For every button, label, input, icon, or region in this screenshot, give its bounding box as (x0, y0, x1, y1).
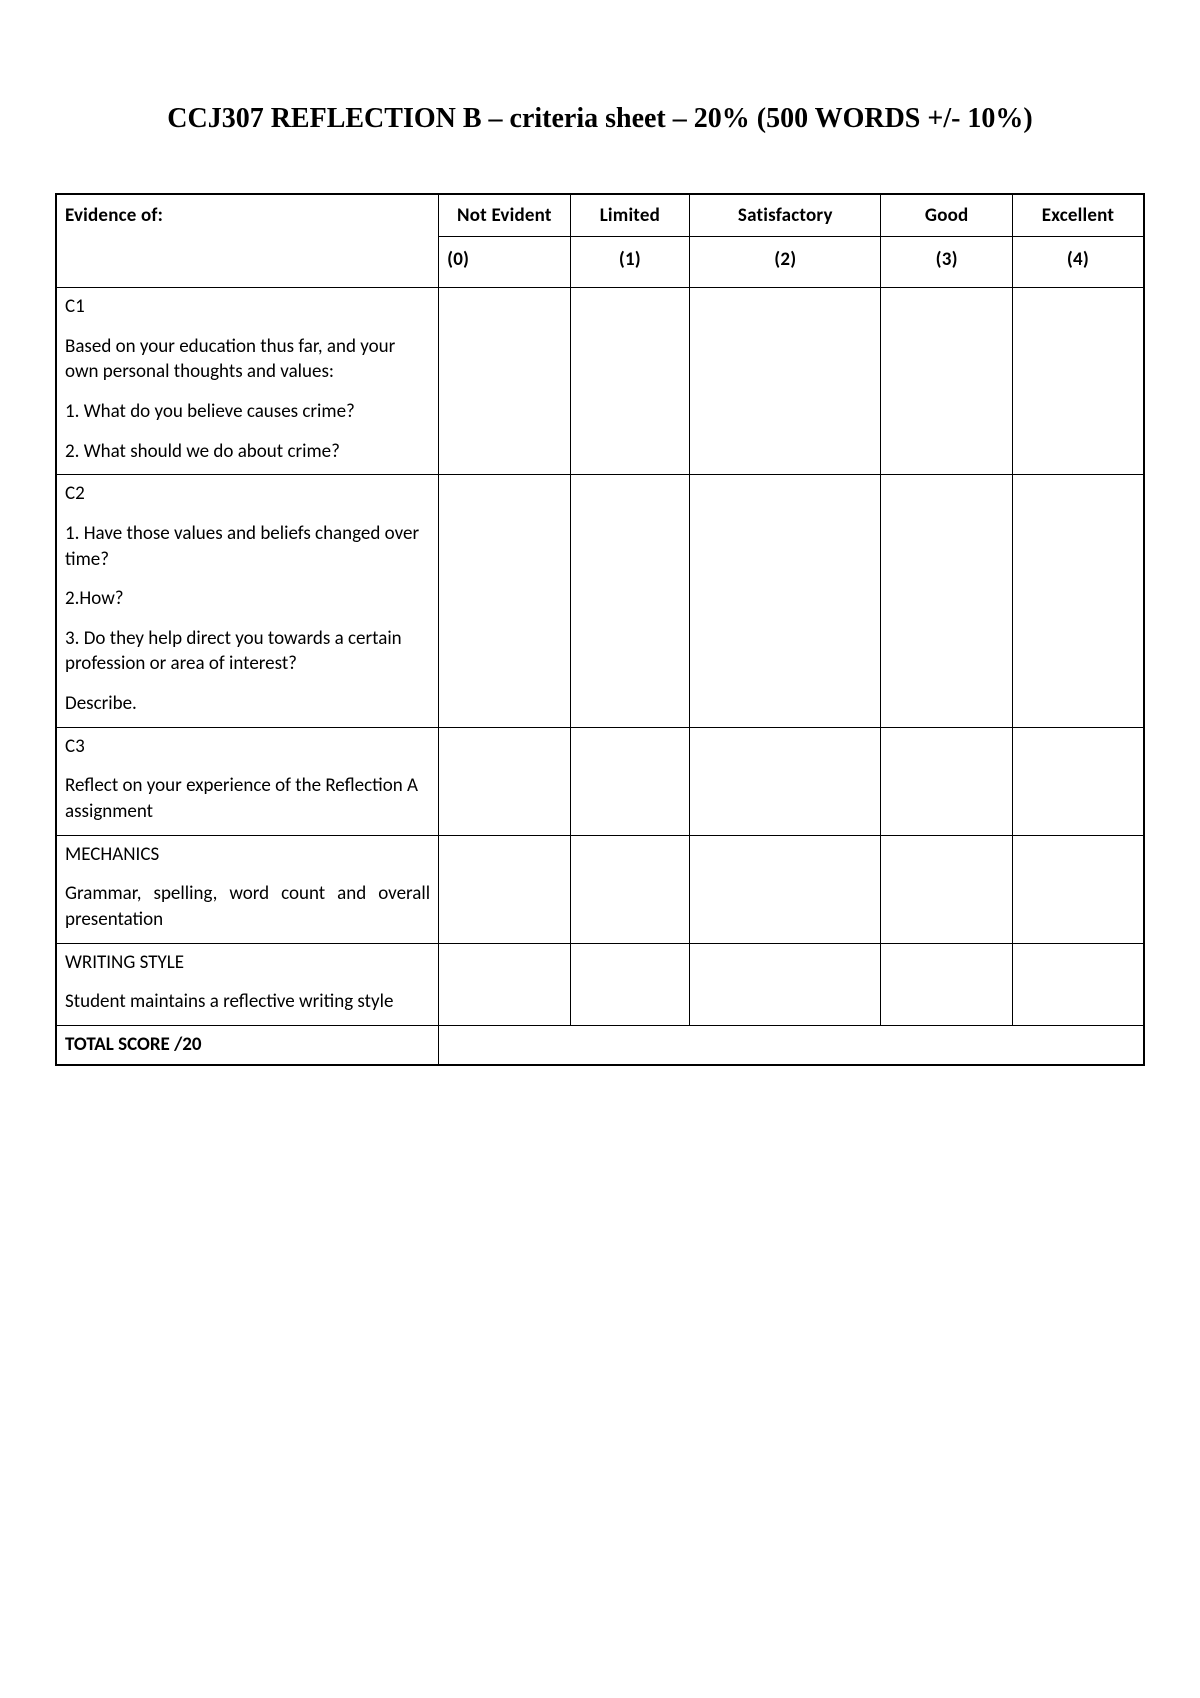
score-cell (690, 835, 881, 943)
score-cell (1012, 835, 1144, 943)
score-cell (439, 835, 571, 943)
table-row: C3 Reflect on your experience of the Ref… (56, 727, 1144, 835)
score-cell (570, 288, 690, 475)
table-row: WRITING STYLE Student maintains a reflec… (56, 943, 1144, 1025)
criteria-c2: C2 1. Have those values and beliefs chan… (56, 475, 439, 727)
score-cell (570, 727, 690, 835)
page-title: CCJ307 REFLECTION B – criteria sheet – 2… (160, 100, 1040, 138)
score-cell (690, 475, 881, 727)
criteria-para: Based on your education thus far, and yo… (65, 334, 430, 385)
criteria-para: Describe. (65, 691, 430, 717)
criteria-label: C2 (65, 481, 430, 507)
criteria-mechanics: MECHANICS Grammar, spelling, word count … (56, 835, 439, 943)
criteria-label: MECHANICS (65, 842, 430, 868)
col-header-not-evident: Not Evident (439, 194, 571, 237)
score-cell (439, 727, 571, 835)
criteria-para: 3. Do they help direct you towards a cer… (65, 626, 430, 677)
score-cell (439, 288, 571, 475)
criteria-label: C1 (65, 294, 430, 320)
criteria-para: Student maintains a reflective writing s… (65, 989, 430, 1015)
score-cell (690, 288, 881, 475)
score-cell (1012, 288, 1144, 475)
criteria-c1: C1 Based on your education thus far, and… (56, 288, 439, 475)
table-header-row: Evidence of: Not Evident Limited Satisfa… (56, 194, 1144, 237)
col-header-limited: Limited (570, 194, 690, 237)
page: CCJ307 REFLECTION B – criteria sheet – 2… (0, 0, 1200, 1698)
score-cell (570, 835, 690, 943)
score-cell (690, 727, 881, 835)
col-score-1: (1) (570, 237, 690, 288)
total-score-cell (439, 1025, 1144, 1064)
score-cell (1012, 943, 1144, 1025)
total-label: TOTAL SCORE /20 (56, 1025, 439, 1064)
criteria-c3: C3 Reflect on your experience of the Ref… (56, 727, 439, 835)
criteria-para: 2. What should we do about crime? (65, 439, 430, 465)
score-cell (1012, 727, 1144, 835)
score-cell (881, 943, 1013, 1025)
score-cell (439, 475, 571, 727)
table-row: C2 1. Have those values and beliefs chan… (56, 475, 1144, 727)
score-cell (1012, 475, 1144, 727)
score-cell (439, 943, 571, 1025)
col-score-4: (4) (1012, 237, 1144, 288)
col-score-3: (3) (881, 237, 1013, 288)
score-cell (881, 835, 1013, 943)
criteria-para: Reflect on your experience of the Reflec… (65, 773, 430, 824)
score-cell (570, 475, 690, 727)
criteria-para: Grammar, spelling, word count and overal… (65, 881, 430, 932)
criteria-writing-style: WRITING STYLE Student maintains a reflec… (56, 943, 439, 1025)
criteria-label: C3 (65, 734, 430, 760)
criteria-para: 1. What do you believe causes crime? (65, 399, 430, 425)
col-header-good: Good (881, 194, 1013, 237)
criteria-para: 2.How? (65, 586, 430, 612)
criteria-label: WRITING STYLE (65, 950, 430, 976)
rubric-table: Evidence of: Not Evident Limited Satisfa… (55, 193, 1145, 1066)
col-header-satisfactory: Satisfactory (690, 194, 881, 237)
col-score-2: (2) (690, 237, 881, 288)
score-cell (881, 288, 1013, 475)
score-cell (881, 727, 1013, 835)
table-row: MECHANICS Grammar, spelling, word count … (56, 835, 1144, 943)
criteria-para: 1. Have those values and beliefs changed… (65, 521, 430, 572)
score-cell (881, 475, 1013, 727)
table-row: C1 Based on your education thus far, and… (56, 288, 1144, 475)
col-score-0: (0) (439, 237, 571, 288)
score-cell (570, 943, 690, 1025)
criteria-header: Evidence of: (56, 194, 439, 288)
total-row: TOTAL SCORE /20 (56, 1025, 1144, 1064)
col-header-excellent: Excellent (1012, 194, 1144, 237)
score-cell (690, 943, 881, 1025)
